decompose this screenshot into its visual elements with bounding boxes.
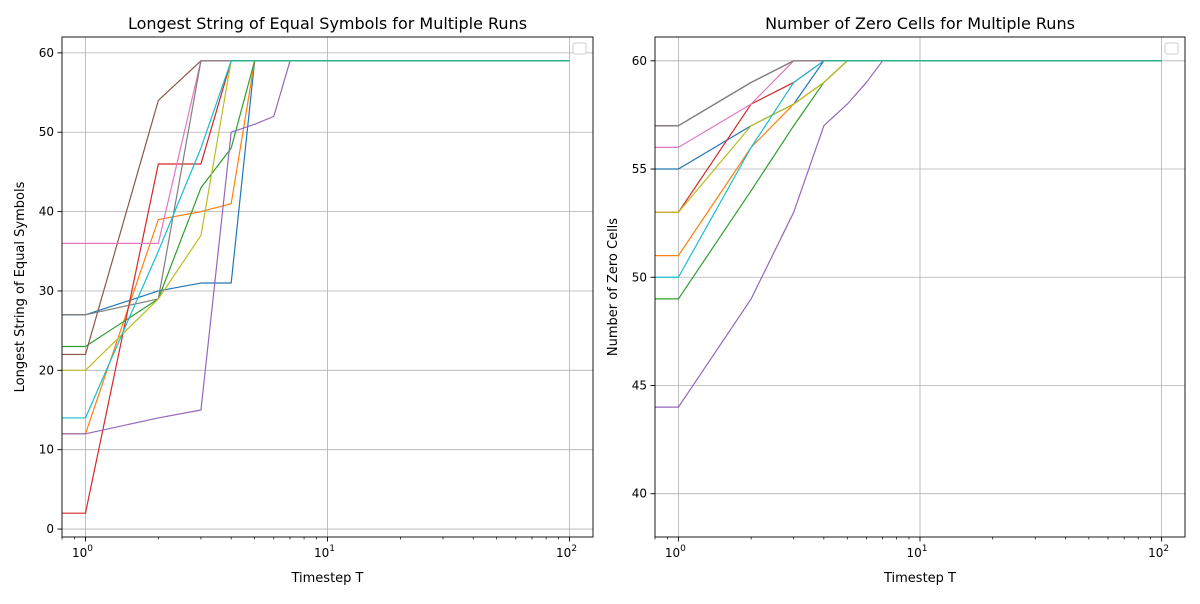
y-tick-label-3: 55 bbox=[632, 162, 647, 176]
legend-box bbox=[572, 42, 587, 55]
y-tick-label-6: 60 bbox=[39, 46, 54, 60]
x-tick-label-0: 100 bbox=[665, 544, 686, 560]
series-group bbox=[62, 60, 570, 514]
x-tick-label-base: 10 bbox=[314, 546, 329, 560]
y-tick-label-0: 40 bbox=[632, 487, 647, 501]
y-tick-label-2: 20 bbox=[39, 363, 54, 377]
y-tick-label-1: 10 bbox=[39, 443, 54, 457]
y-axis-label: Number of Zero Cells bbox=[606, 218, 621, 356]
x-tick-label-base: 10 bbox=[906, 546, 921, 560]
y-tick-label-4: 60 bbox=[632, 54, 647, 68]
y-tick-label-1: 45 bbox=[632, 378, 647, 392]
y-tick-label-4: 40 bbox=[39, 205, 54, 219]
x-tick-label-exponent: 0 bbox=[87, 544, 93, 554]
x-tick-label-2: 102 bbox=[1148, 544, 1169, 560]
y-tick-label-2: 50 bbox=[632, 270, 647, 284]
series-line-5 bbox=[62, 60, 570, 435]
x-tick-label-exponent: 0 bbox=[680, 544, 686, 554]
y-tick-label-0: 0 bbox=[46, 522, 54, 536]
x-tick-label-base: 10 bbox=[72, 546, 87, 560]
x-tick-label-exponent: 1 bbox=[922, 544, 928, 554]
y-tick-label-5: 50 bbox=[39, 125, 54, 139]
x-tick-label-exponent: 2 bbox=[571, 544, 577, 554]
x-tick-label-1: 101 bbox=[906, 544, 927, 560]
y-axis-label: Longest String of Equal Symbols bbox=[13, 181, 28, 392]
x-tick-label-base: 10 bbox=[556, 546, 571, 560]
x-tick-label-exponent: 1 bbox=[329, 544, 335, 554]
x-tick-label-base: 10 bbox=[1148, 546, 1163, 560]
x-axis-label: Timestep T bbox=[290, 571, 363, 586]
chart-title: Longest String of Equal Symbols for Mult… bbox=[128, 14, 527, 33]
x-tick-label-0: 100 bbox=[72, 544, 93, 560]
legend-box bbox=[1164, 42, 1179, 55]
x-axis-label: Timestep T bbox=[883, 571, 956, 586]
series-line-5 bbox=[655, 60, 1162, 408]
x-tick-label-2: 102 bbox=[556, 544, 577, 560]
series-group bbox=[655, 60, 1162, 408]
x-tick-label-exponent: 2 bbox=[1163, 544, 1169, 554]
x-tick-label-base: 10 bbox=[665, 546, 680, 560]
y-tick-label-3: 30 bbox=[39, 284, 54, 298]
chart-title: Number of Zero Cells for Multiple Runs bbox=[765, 14, 1075, 33]
x-tick-label-1: 101 bbox=[314, 544, 335, 560]
